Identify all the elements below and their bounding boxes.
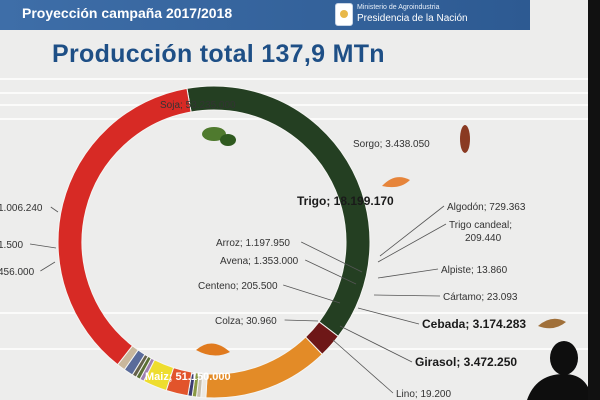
presenter-silhouette xyxy=(527,341,592,400)
leader-line-cebada xyxy=(357,307,420,325)
barley-icon xyxy=(538,318,566,329)
leader-line-centeno xyxy=(283,284,341,304)
screen-edge xyxy=(588,0,600,400)
label-partial-left: 1.500 xyxy=(0,240,23,251)
label-algodon: Algodón; 729.363 xyxy=(447,202,526,213)
label-partial-left: 1.006.240 xyxy=(0,203,43,214)
national-seal-icon xyxy=(335,3,353,26)
slide-header: Proyección campaña 2017/2018 Ministerio … xyxy=(0,0,530,30)
slice-maiz xyxy=(57,87,192,366)
leader-line-cartamo xyxy=(373,294,441,297)
label-colza: Colza; 30.960 xyxy=(215,316,277,327)
soybean-icon xyxy=(202,127,226,141)
leader-line-avena xyxy=(305,259,357,285)
presidency-name: Presidencia de la Nación xyxy=(357,13,468,24)
leader-line-partial xyxy=(50,206,59,213)
label-alpiste: Alpiste; 13.860 xyxy=(441,265,508,276)
leader-line-colza xyxy=(284,319,319,322)
label-cebada: Cebada; 3.174.283 xyxy=(422,317,526,331)
leader-line-trigo_candeal xyxy=(377,223,447,263)
label-partial-left: 456.000 xyxy=(0,267,35,278)
label-cartamo: Cártamo; 23.093 xyxy=(443,292,518,303)
leader-line-girasol xyxy=(339,325,413,363)
label-lino: Lino; 19.200 xyxy=(396,389,451,400)
leader-line-algodon xyxy=(379,205,445,257)
label-sorgo: Sorgo; 3.438.050 xyxy=(353,139,430,150)
leader-line-lino xyxy=(332,339,394,394)
slice-soja xyxy=(186,85,371,338)
label-trigo_candeal: Trigo candeal; 209.440 xyxy=(449,220,512,244)
label-centeno: Centeno; 205.500 xyxy=(198,281,278,292)
header-title: Proyección campaña 2017/2018 xyxy=(22,5,233,21)
label-girasol: Girasol; 3.472.250 xyxy=(415,355,517,369)
screen-band xyxy=(0,78,588,80)
leader-line-alpiste xyxy=(377,268,439,279)
ministry-logo: Ministerio de Agroindustria Presidencia … xyxy=(335,1,525,27)
label-avena: Avena; 1.353.000 xyxy=(220,256,299,267)
sorghum-icon xyxy=(460,125,470,153)
leader-line-partial xyxy=(40,261,56,272)
ministry-name: Ministerio de Agroindustria xyxy=(357,4,440,11)
wheat-icon xyxy=(382,177,410,188)
screen-band xyxy=(0,104,588,106)
label-maiz: Maiz; 51.150.000 xyxy=(145,371,231,383)
leader-line-partial xyxy=(29,243,57,249)
screen-band xyxy=(0,92,588,94)
screen-band xyxy=(0,312,588,314)
corn-icon xyxy=(196,343,230,356)
label-soja: Soja; 53.235.000 xyxy=(160,100,236,111)
label-trigo: Trigo; 18.199.170 xyxy=(297,194,394,208)
soybean-leaf-icon xyxy=(220,134,236,146)
main-title: Producción total 137,9 MTn xyxy=(52,40,385,68)
slice-trigo xyxy=(205,336,323,399)
label-arroz: Arroz; 1.197.950 xyxy=(216,238,290,249)
leader-line-arroz xyxy=(301,241,363,273)
